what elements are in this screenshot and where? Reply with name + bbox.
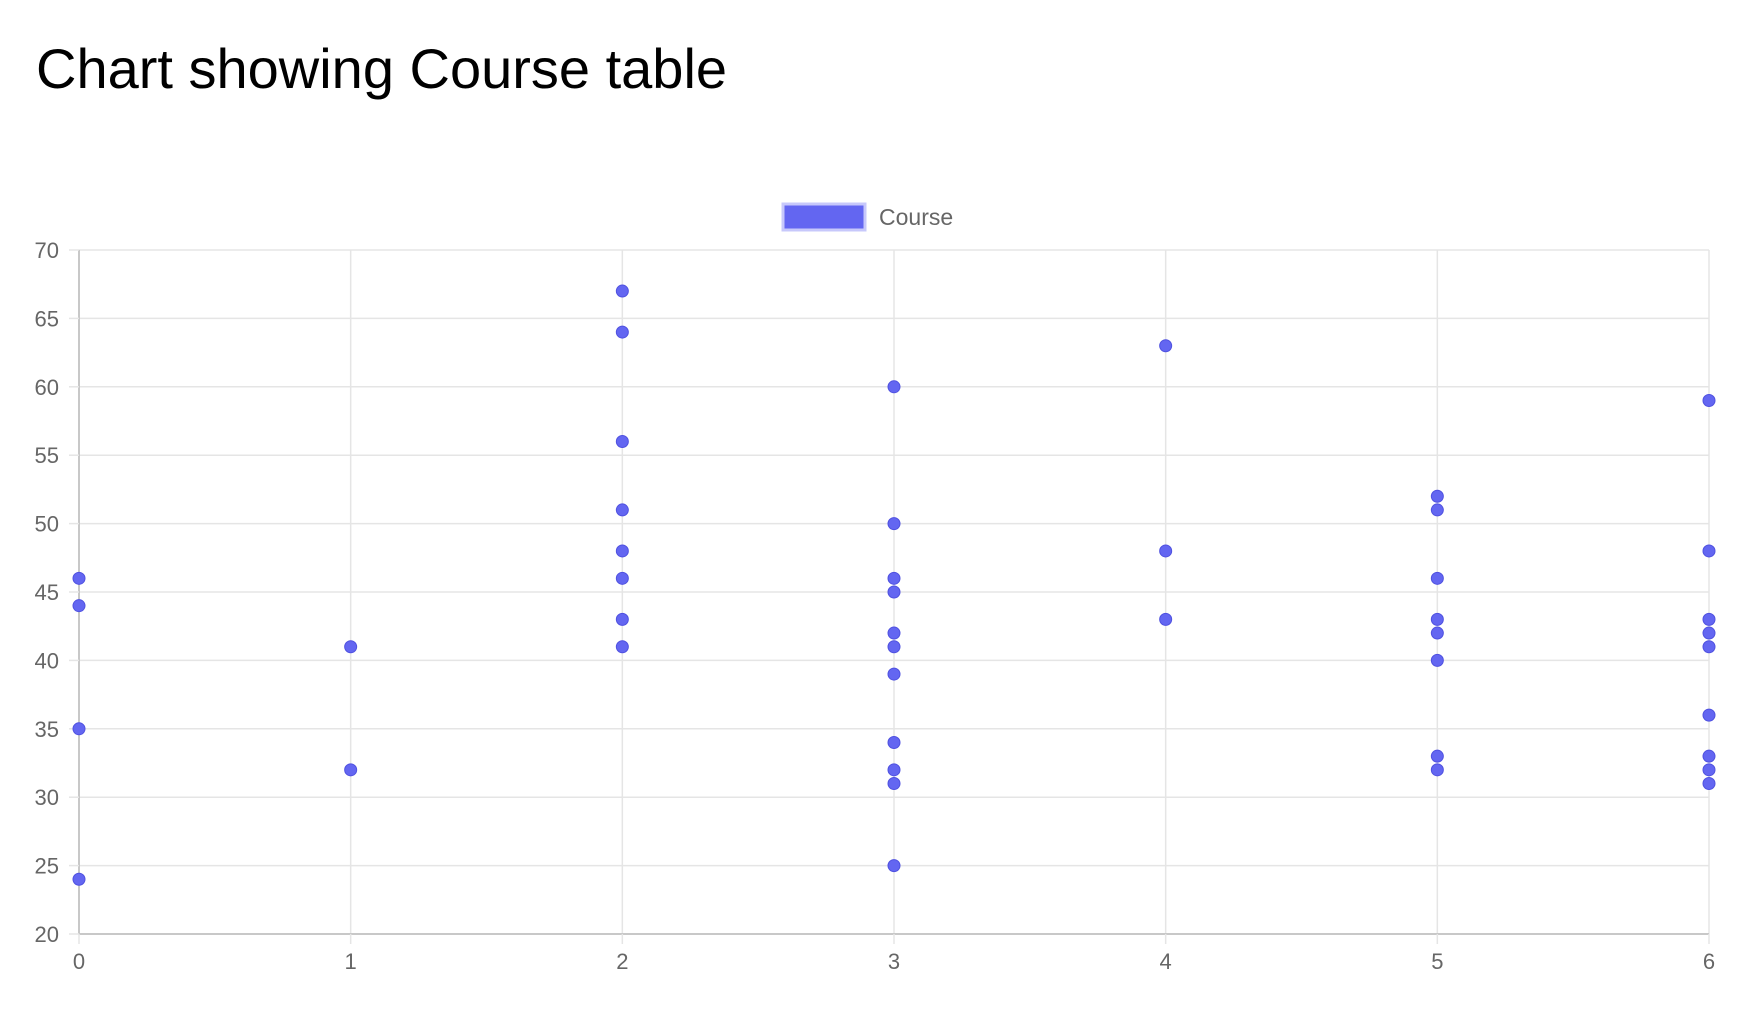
data-point[interactable] <box>1430 612 1444 626</box>
data-point[interactable] <box>615 284 629 298</box>
data-point[interactable] <box>1430 653 1444 667</box>
data-point[interactable] <box>1430 749 1444 763</box>
y-tick-label: 70 <box>35 238 59 263</box>
data-point[interactable] <box>1430 763 1444 777</box>
data-point[interactable] <box>1702 393 1716 407</box>
data-point[interactable] <box>887 763 901 777</box>
y-tick-label: 20 <box>35 922 59 947</box>
data-point[interactable] <box>1702 640 1716 654</box>
y-tick-label: 30 <box>35 785 59 810</box>
data-point[interactable] <box>615 571 629 585</box>
data-point[interactable] <box>1702 544 1716 558</box>
x-axis-ticks: 0 1 2 3 4 5 6 <box>73 934 1715 974</box>
data-point[interactable] <box>1430 489 1444 503</box>
x-tick-label: 0 <box>73 949 85 974</box>
legend-swatch-course[interactable] <box>781 202 867 232</box>
legend[interactable]: Course <box>781 202 953 232</box>
data-points <box>72 284 1716 886</box>
data-point[interactable] <box>887 667 901 681</box>
data-point[interactable] <box>615 325 629 339</box>
data-point[interactable] <box>72 872 86 886</box>
data-point[interactable] <box>344 763 358 777</box>
y-tick-label: 60 <box>35 375 59 400</box>
x-tick-label: 1 <box>345 949 357 974</box>
data-point[interactable] <box>1702 626 1716 640</box>
data-point[interactable] <box>1702 777 1716 791</box>
x-tick-label: 3 <box>888 949 900 974</box>
data-point[interactable] <box>1430 571 1444 585</box>
y-tick-label: 55 <box>35 443 59 468</box>
y-tick-label: 45 <box>35 580 59 605</box>
data-point[interactable] <box>344 640 358 654</box>
data-point[interactable] <box>887 735 901 749</box>
data-point[interactable] <box>1159 544 1173 558</box>
y-tick-label: 25 <box>35 854 59 879</box>
data-point[interactable] <box>887 380 901 394</box>
y-tick-label: 35 <box>35 717 59 742</box>
data-point[interactable] <box>615 612 629 626</box>
data-point[interactable] <box>1430 626 1444 640</box>
y-tick-label: 50 <box>35 512 59 537</box>
data-point[interactable] <box>1702 749 1716 763</box>
data-point[interactable] <box>1702 763 1716 777</box>
legend-label-course[interactable]: Course <box>879 204 953 230</box>
data-point[interactable] <box>615 435 629 449</box>
data-point[interactable] <box>1159 339 1173 353</box>
data-point[interactable] <box>1159 612 1173 626</box>
x-tick-label: 2 <box>616 949 628 974</box>
y-axis-ticks: 20 25 30 35 40 45 50 55 60 65 70 <box>35 238 79 947</box>
x-tick-label: 4 <box>1160 949 1172 974</box>
data-point[interactable] <box>887 517 901 531</box>
data-point[interactable] <box>887 640 901 654</box>
data-point[interactable] <box>72 599 86 613</box>
data-point[interactable] <box>72 722 86 736</box>
data-point[interactable] <box>615 544 629 558</box>
x-tick-label: 6 <box>1703 949 1715 974</box>
data-point[interactable] <box>887 626 901 640</box>
data-point[interactable] <box>615 640 629 654</box>
data-point[interactable] <box>1430 503 1444 517</box>
page-title: Chart showing Course table <box>36 37 728 100</box>
data-point[interactable] <box>887 585 901 599</box>
data-point[interactable] <box>887 571 901 585</box>
data-point[interactable] <box>72 571 86 585</box>
data-point[interactable] <box>1702 708 1716 722</box>
data-point[interactable] <box>615 503 629 517</box>
y-tick-label: 65 <box>35 306 59 331</box>
x-tick-label: 5 <box>1431 949 1443 974</box>
data-point[interactable] <box>1702 612 1716 626</box>
data-point[interactable] <box>887 859 901 873</box>
y-tick-label: 40 <box>35 648 59 673</box>
data-point[interactable] <box>887 777 901 791</box>
